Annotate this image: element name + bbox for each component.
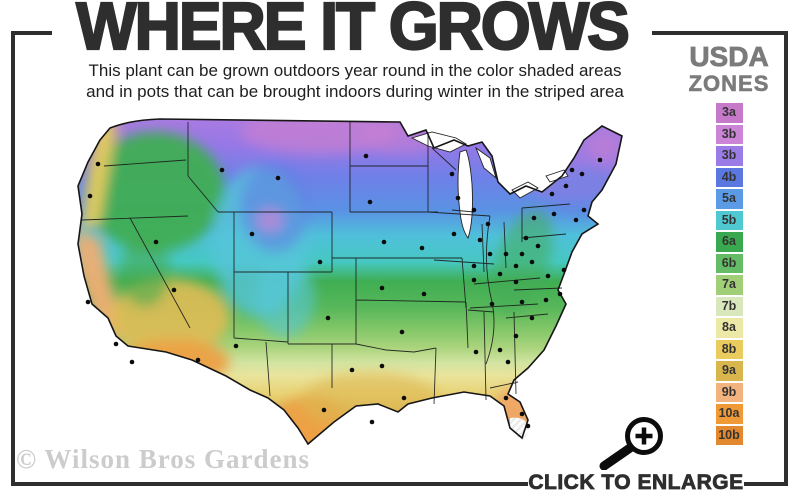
city-dot <box>473 349 479 355</box>
zone-swatch-8a: 8a <box>715 318 743 338</box>
usda-zones-legend: USDA ZONES 3a 3b 3b 4b 5a 5b 6a 6b 7a 7b 8a 8b 9a 9b 1… <box>683 41 775 445</box>
city-dot <box>363 153 369 159</box>
city-dot <box>449 171 455 177</box>
city-dot <box>519 411 525 417</box>
zone-swatch-9b: 9b <box>715 382 743 402</box>
city-dot <box>95 161 101 167</box>
city-dot <box>325 315 331 321</box>
city-dot <box>471 263 477 269</box>
city-dot <box>249 231 255 237</box>
city-dot <box>513 333 519 339</box>
zone-swatch-3a: 3a <box>715 103 743 123</box>
watermark: © Wilson Bros Gardens <box>16 444 310 474</box>
city-dot <box>233 343 239 349</box>
city-dot <box>529 315 535 321</box>
city-dot <box>487 251 493 257</box>
subtitle-line-2: and in pots that can be brought indoors … <box>86 82 624 101</box>
city-dot <box>485 221 491 227</box>
subtitle-line-1: This plant can be grown outdoors year ro… <box>88 61 622 80</box>
city-dot <box>581 207 587 213</box>
city-dot <box>505 359 511 365</box>
page-title-block: WHERE IT GROWS <box>52 0 652 64</box>
city-dot <box>275 175 281 181</box>
city-dot <box>471 277 477 283</box>
city-dot <box>529 259 535 265</box>
city-dot <box>545 273 551 279</box>
city-dot <box>401 395 407 401</box>
city-dot <box>381 239 387 245</box>
city-dot <box>561 267 567 273</box>
city-dot <box>399 329 405 335</box>
city-dot <box>219 167 225 173</box>
magnifier-plus-icon[interactable] <box>596 410 668 470</box>
city-dot <box>597 157 603 163</box>
city-dot <box>87 193 93 199</box>
city-dot <box>569 167 575 173</box>
zone-swatch-4b: 4b <box>715 167 743 187</box>
city-dot <box>557 291 563 297</box>
city-dot <box>519 299 525 305</box>
city-dot <box>317 259 323 265</box>
zone-swatch-7a: 7a <box>715 275 743 295</box>
city-dot <box>525 423 531 429</box>
zone-swatch-5a: 5a <box>715 189 743 209</box>
city-dot <box>497 271 503 277</box>
city-dots <box>85 153 603 429</box>
zone-swatch-3b: 3b <box>715 124 743 144</box>
legend-title-usda: USDA <box>689 41 769 72</box>
zone-swatch-5b: 5b <box>715 210 743 230</box>
city-dot <box>477 237 483 243</box>
city-dot <box>503 395 509 401</box>
city-dot <box>455 195 461 201</box>
state-boundaries <box>81 122 571 405</box>
zone-swatch-7b: 7b <box>715 296 743 316</box>
city-dot <box>531 215 537 221</box>
us-zone-map[interactable] <box>70 112 650 447</box>
city-dot <box>379 285 385 291</box>
city-dot <box>113 341 119 347</box>
city-dot <box>535 243 541 249</box>
great-lakes <box>410 131 569 239</box>
zone-swatch-8b: 8b <box>715 339 743 359</box>
city-dot <box>421 291 427 297</box>
city-dot <box>129 359 135 365</box>
city-dot <box>573 217 579 223</box>
city-dot <box>503 251 509 257</box>
zone-swatch-9a: 9a <box>715 361 743 381</box>
zone-swatch-3b: 3b <box>715 146 743 166</box>
city-dot <box>513 263 519 269</box>
zone-swatch-6a: 6a <box>715 232 743 252</box>
city-dot <box>543 297 549 303</box>
legend-title-zones: ZONES <box>688 71 770 96</box>
city-dot <box>497 347 503 353</box>
city-dot <box>321 407 327 413</box>
city-dot <box>489 301 495 307</box>
city-dot <box>579 171 585 177</box>
zone-swatch-10a: 10a <box>715 404 743 424</box>
zone-list: 3a 3b 3b 4b 5a 5b 6a 6b 7a 7b 8a 8b 9a 9b 10a 10b <box>683 103 775 445</box>
city-dot <box>85 299 91 305</box>
page-title: WHERE IT GROWS <box>75 0 631 64</box>
city-dot <box>451 231 457 237</box>
city-dot <box>153 239 159 245</box>
city-dot <box>379 363 385 369</box>
zone-swatch-10b: 10b <box>715 425 743 445</box>
city-dot <box>523 235 529 241</box>
city-dot <box>549 191 555 197</box>
city-dot <box>563 183 569 189</box>
zone-swatch-6b: 6b <box>715 253 743 273</box>
click-to-enlarge-label[interactable]: CLICK TO ENLARGE <box>528 469 744 496</box>
city-dot <box>513 279 519 285</box>
city-dot <box>171 287 177 293</box>
city-dot <box>349 367 355 373</box>
city-dot <box>551 211 557 217</box>
city-dot <box>195 357 201 363</box>
city-dot <box>471 207 477 213</box>
city-dot <box>419 245 425 251</box>
city-dot <box>367 199 373 205</box>
city-dot <box>519 251 525 257</box>
subtitle: This plant can be grown outdoors year ro… <box>40 60 670 102</box>
city-dot <box>369 419 375 425</box>
